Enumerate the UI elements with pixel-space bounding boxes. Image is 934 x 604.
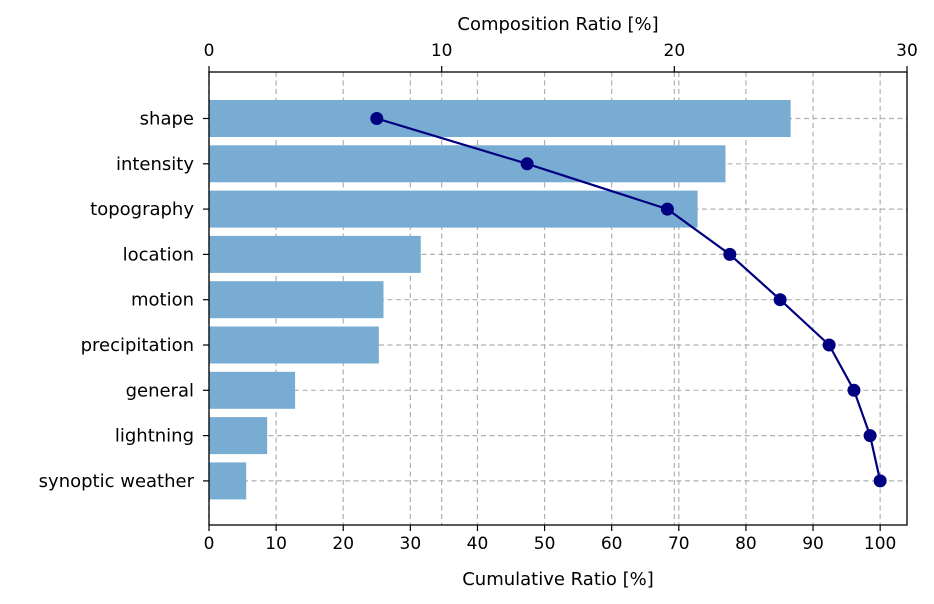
cumulative-point (822, 338, 836, 352)
bar-location (209, 235, 421, 273)
x-tick-label: 50 (534, 534, 556, 554)
composition-bars (209, 100, 791, 500)
x-tick-label: 0 (204, 534, 215, 554)
bar-topography (209, 190, 698, 228)
x-axis-title: Cumulative Ratio [%] (462, 569, 654, 590)
x-tick-label: 40 (467, 534, 489, 554)
x-tick-label: 60 (601, 534, 623, 554)
bar-lightning (209, 417, 268, 455)
x-tick-label: 100 (864, 534, 896, 554)
category-label: shape (140, 109, 194, 130)
category-label: intensity (116, 154, 194, 175)
cumulative-point (723, 247, 737, 261)
cumulative-point (660, 202, 674, 216)
x2-tick-label: 30 (896, 41, 918, 61)
x-tick-label: 90 (802, 534, 824, 554)
cumulative-point (873, 474, 887, 488)
cumulative-point (863, 429, 877, 443)
x-tick-label: 10 (265, 534, 287, 554)
category-label: lightning (115, 426, 194, 447)
cumulative-point (370, 112, 384, 125)
category-label: location (123, 244, 194, 265)
x2-tick-label: 20 (664, 41, 686, 61)
category-label: general (126, 380, 194, 401)
bar-general (209, 371, 296, 409)
top-axis-title: Composition Ratio [%] (457, 14, 658, 35)
x-tick-label: 20 (332, 534, 354, 554)
cumulative-point (773, 293, 787, 307)
plot-frame (208, 71, 908, 526)
x-tick-label: 30 (400, 534, 422, 554)
category-label: precipitation (81, 335, 194, 356)
cumulative-point (847, 383, 861, 397)
category-label: synoptic weather (39, 471, 195, 492)
bar-intensity (209, 145, 726, 183)
cumulative-line (370, 112, 887, 488)
category-label: motion (131, 290, 194, 311)
bar-synoptic-weather (209, 462, 247, 500)
axes: 0 10 20 30 40 50 60 70 80 90 100 0 10 20 30 shape intens… (39, 41, 918, 554)
bar-motion (209, 281, 384, 319)
x2-tick-label: 10 (431, 41, 453, 61)
x2-tick-label: 0 (204, 41, 215, 61)
bar-shape (209, 100, 791, 137)
x-tick-label: 80 (735, 534, 757, 554)
category-label: topography (90, 199, 194, 220)
bar-precipitation (209, 326, 379, 364)
cumulative-point (520, 157, 534, 171)
x-tick-label: 70 (668, 534, 690, 554)
